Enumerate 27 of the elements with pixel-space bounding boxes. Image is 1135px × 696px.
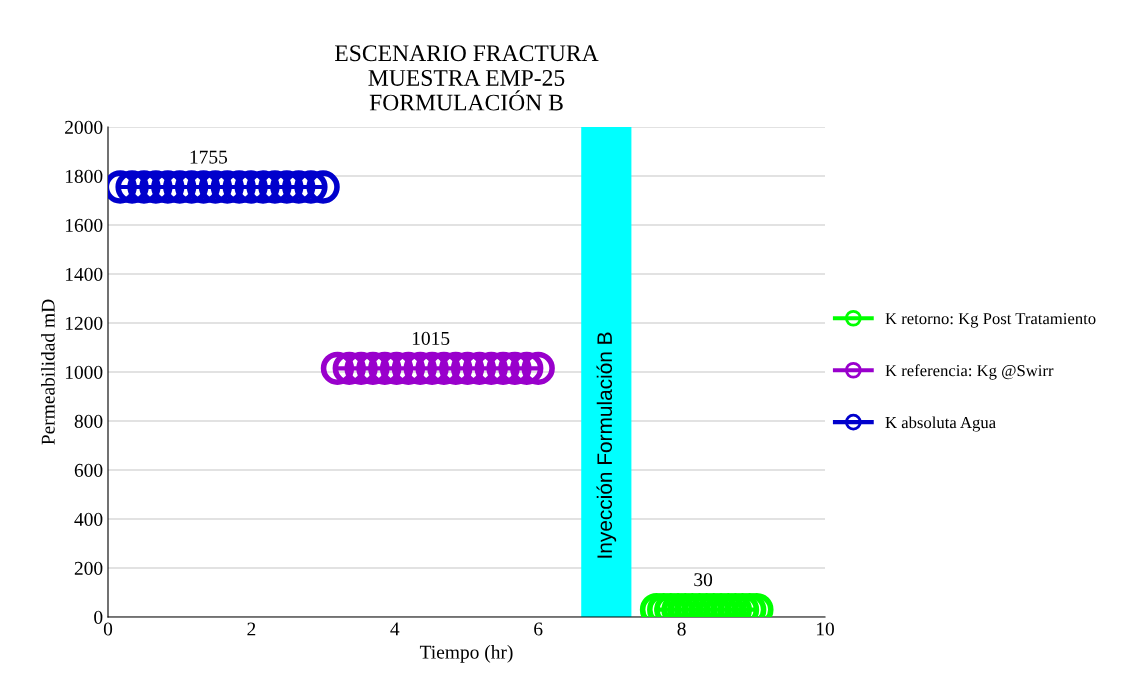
x-axis-title: Tiempo (hr): [419, 645, 513, 663]
legend-label: K referencia: Kg @Swirr: [885, 364, 1054, 380]
y-tick-label: 0: [94, 610, 103, 624]
y-tick-label: 400: [74, 512, 103, 526]
y-tick-label: 800: [74, 414, 103, 428]
x-tick-label: 10: [816, 622, 834, 636]
y-tick-label: 1800: [65, 169, 103, 183]
annotation: 1015: [412, 331, 450, 345]
chart-title: ESCENARIO FRACTURA MUESTRA EMP-25 FORMULACIÓN B: [335, 45, 599, 111]
band-label: Inyección Formulación B: [596, 332, 617, 558]
x-tick-label: 8: [677, 622, 686, 636]
y-tick-label: 1600: [65, 218, 103, 232]
annotation: 30: [694, 573, 713, 587]
y-tick-label: 1400: [65, 267, 103, 281]
x-tick-label: 2: [247, 622, 256, 636]
y-axis-title: Permeabilidad mD: [41, 299, 55, 445]
y-tick-label: 1200: [65, 316, 103, 330]
annotation: 1755: [190, 150, 228, 164]
y-tick-label: 2000: [65, 120, 103, 134]
legend-label: K absoluta Agua: [885, 416, 996, 432]
y-tick-label: 200: [74, 561, 103, 575]
x-tick-label: 0: [103, 622, 113, 636]
y-tick-label: 600: [74, 463, 103, 477]
x-tick-label: 6: [534, 622, 543, 636]
x-tick-label: 4: [390, 622, 400, 636]
legend-label: K retorno: Kg Post Tratamiento: [885, 313, 1096, 328]
y-tick-label: 1000: [65, 365, 103, 379]
